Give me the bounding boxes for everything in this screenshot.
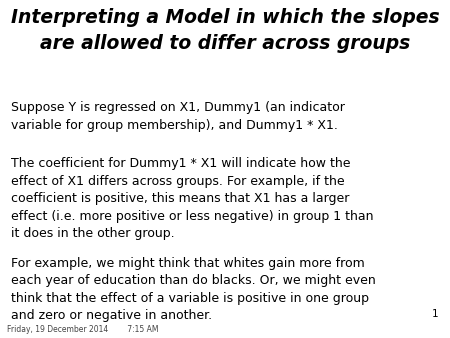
Text: The coefficient for Dummy1 * X1 will indicate how the
effect of X1 differs acros: The coefficient for Dummy1 * X1 will ind… bbox=[11, 157, 374, 240]
Text: Suppose Y is regressed on X1, Dummy1 (an indicator
variable for group membership: Suppose Y is regressed on X1, Dummy1 (an… bbox=[11, 101, 345, 132]
Text: Interpreting a Model in which the slopes
are allowed to differ across groups: Interpreting a Model in which the slopes… bbox=[11, 8, 439, 53]
Text: 1: 1 bbox=[432, 309, 439, 319]
Text: Friday, 19 December 2014        7:15 AM: Friday, 19 December 2014 7:15 AM bbox=[7, 325, 158, 334]
Text: For example, we might think that whites gain more from
each year of education th: For example, we might think that whites … bbox=[11, 257, 376, 322]
